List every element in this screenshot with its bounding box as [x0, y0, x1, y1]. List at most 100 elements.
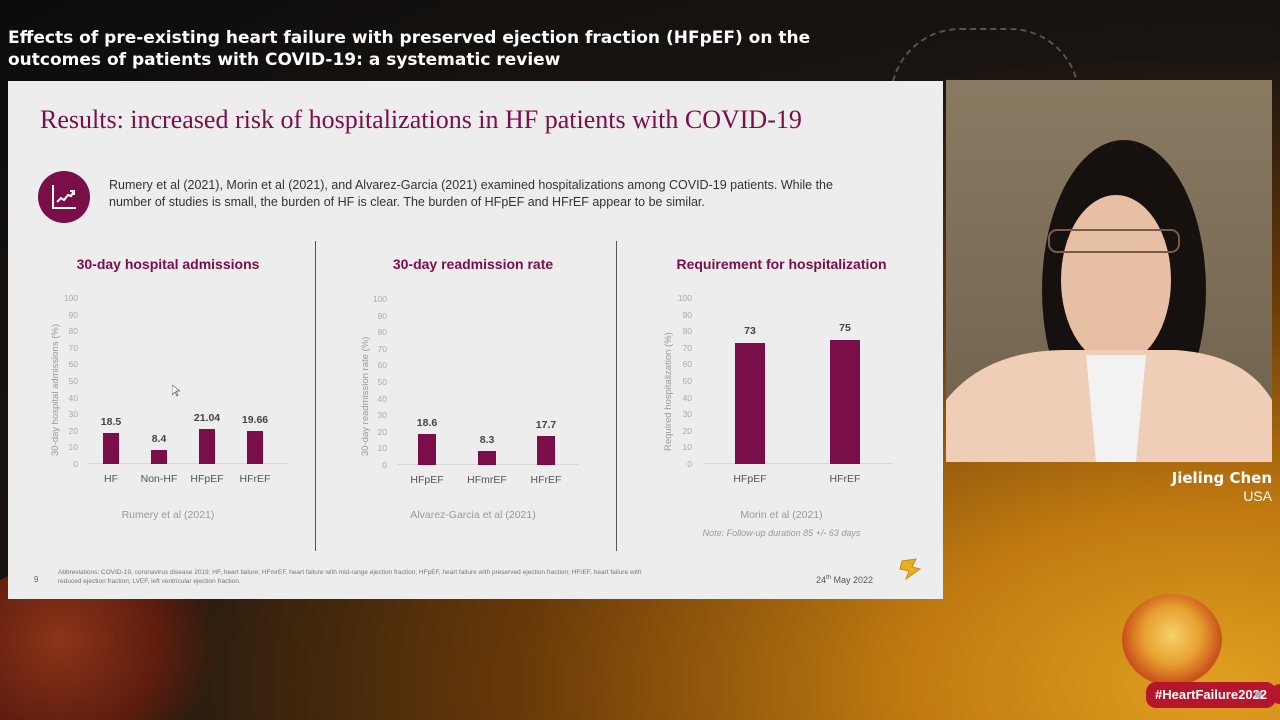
bar-value-label: 19.66 — [241, 414, 269, 427]
y-tick: 30 — [682, 409, 692, 420]
y-tick: 10 — [682, 442, 692, 453]
y-tick: 30 — [377, 410, 387, 421]
plot-area: 18.6 8.3 17.7 — [398, 299, 578, 465]
date-day: 24 — [816, 575, 827, 585]
y-tick: 90 — [682, 309, 692, 320]
company-logo-icon — [898, 557, 922, 588]
bar-value-label: 18.6 — [416, 417, 438, 430]
x-tick-label: HFmrEF — [467, 474, 507, 486]
chart-hospital-admissions: 30-day hospital admissions 30-day hospit… — [38, 256, 298, 526]
bar-value-label: 17.7 — [535, 418, 557, 431]
bar-fill — [247, 431, 263, 464]
chart-source: Morin et al (2021) — [740, 509, 823, 521]
bar-hfref: 17.7 — [536, 419, 556, 465]
bar-hfpef: 18.6 — [417, 417, 437, 465]
talk-title: Effects of pre-existing heart failure wi… — [8, 27, 888, 71]
y-tick: 50 — [682, 376, 692, 386]
y-tick: 80 — [377, 327, 387, 338]
bar-hfref: 75 — [830, 322, 860, 464]
bar-value-label: 8.3 — [479, 434, 495, 447]
bar-value-label: 21.04 — [193, 412, 221, 425]
y-axis-ticks: 100 90 80 70 60 50 40 30 20 10 0 — [670, 293, 692, 469]
bar-value-label: 73 — [744, 324, 756, 337]
slide-date: 24th May 2022 — [816, 575, 873, 585]
event-hashtag: #HeartFailure2022 — [1146, 682, 1277, 708]
x-tick-label: Non-HF — [140, 473, 178, 485]
y-axis-ticks: 100 90 80 70 60 50 40 30 20 10 0 — [365, 294, 387, 470]
bar-fill — [103, 433, 119, 464]
y-tick: 10 — [68, 442, 78, 453]
y-tick: 100 — [372, 294, 387, 304]
y-tick: 60 — [68, 359, 78, 370]
y-tick: 80 — [68, 326, 78, 337]
y-tick: 100 — [677, 293, 692, 303]
bar-hfref: 19.66 — [242, 414, 268, 464]
x-tick-label: HFpEF — [410, 474, 444, 486]
trending-up-chart-icon — [38, 171, 90, 223]
y-tick: 40 — [682, 392, 692, 403]
y-tick: 90 — [377, 310, 387, 321]
y-tick: 60 — [377, 360, 387, 371]
speaker-silhouette-icon — [946, 140, 1272, 462]
y-tick: 50 — [377, 377, 387, 387]
speaker-country: USA — [1243, 488, 1272, 504]
panel-divider — [315, 241, 316, 551]
y-tick: 70 — [682, 342, 692, 353]
bar-fill — [151, 450, 167, 464]
bar-hfmref: 8.3 — [478, 434, 496, 465]
date-suffix: th — [826, 575, 832, 581]
chart-source: Alvarez-Garcia et al (2021) — [410, 509, 536, 521]
bar-fill — [735, 342, 765, 464]
talk-title-line-2: outcomes of patients with COVID-19: a sy… — [8, 50, 561, 70]
y-tick: 0 — [73, 459, 78, 469]
y-tick: 80 — [682, 326, 692, 337]
event-heart-logo-icon — [1122, 594, 1222, 686]
bar-hfpef: 21.04 — [194, 412, 220, 464]
x-axis-labels: HF Non-HF HFpEF HFrEF — [88, 473, 288, 487]
x-tick-label: HFrEF — [530, 474, 562, 486]
panel-divider — [616, 241, 617, 551]
y-tick: 0 — [687, 459, 692, 469]
y-tick: 0 — [382, 460, 387, 470]
chart-title: 30-day readmission rate — [392, 256, 554, 272]
x-tick-label: HFrEF — [239, 473, 271, 485]
date-rest: May 2022 — [831, 575, 874, 585]
chart-note: Note: Follow-up duration 85 +/- 63 days — [702, 528, 861, 538]
y-tick: 20 — [68, 425, 78, 436]
x-tick-label: HFpEF — [190, 473, 224, 485]
bar-non-hf: 8.4 — [151, 433, 167, 464]
plot-area: 73 75 — [703, 298, 893, 464]
y-tick: 10 — [377, 443, 387, 454]
bar-fill — [418, 434, 436, 465]
y-tick: 40 — [377, 393, 387, 404]
slide-page-number: 9 — [34, 575, 39, 584]
abbreviations-footnote: Abbreviations: COVID-19, coronavirus dis… — [58, 569, 642, 585]
chart-readmission-rate: 30-day readmission rate 30-day readmissi… — [343, 256, 603, 526]
hashtag-tail-shape — [1270, 684, 1280, 704]
y-tick: 20 — [377, 426, 387, 437]
bar-fill — [478, 451, 496, 465]
y-tick: 70 — [377, 343, 387, 354]
bar-value-label: 75 — [839, 321, 851, 334]
bar-hf: 18.5 — [101, 416, 121, 464]
x-tick-label: HFrEF — [829, 473, 861, 485]
plot-area: 18.5 8.4 21.04 19.66 — [88, 298, 288, 464]
chart-source: Rumery et al (2021) — [121, 509, 215, 521]
bar-value-label: 8.4 — [151, 433, 167, 446]
bar-fill — [830, 339, 860, 464]
bar-fill — [537, 435, 555, 465]
speaker-video-feed — [946, 80, 1272, 462]
y-tick: 20 — [682, 425, 692, 436]
y-tick: 40 — [68, 392, 78, 403]
speaker-name: Jieling Chen — [1171, 469, 1272, 487]
bar-fill — [199, 429, 215, 464]
slide-title: Results: increased risk of hospitalizati… — [40, 105, 802, 134]
bar-hfpef: 73 — [735, 325, 765, 464]
y-tick: 100 — [63, 293, 78, 303]
x-axis-labels: HFpEF HFmrEF HFrEF — [398, 474, 578, 488]
x-axis-labels: HFpEF HFrEF — [703, 473, 893, 487]
x-tick-label: HF — [104, 473, 118, 485]
x-axis-line — [703, 463, 893, 464]
talk-title-line-1: Effects of pre-existing heart failure wi… — [8, 28, 811, 48]
x-tick-label: HFpEF — [733, 473, 767, 485]
